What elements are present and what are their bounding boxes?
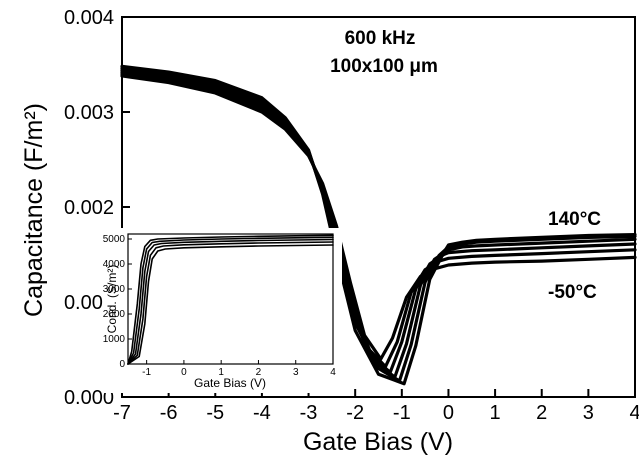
inset-x-tick-label-0: -1 [142, 367, 151, 378]
main-ticks-group: -7 -6 -5 -4 -3 -2 -1 0 1 2 3 4 0.000 0.001 0.002 0.003 0… [64, 7, 639, 424]
main-y-tick-label-1: 0.001 [64, 292, 114, 314]
main-x-tick-label-7: 0 [443, 402, 454, 424]
inset-x-axis-title: Gate Bias (V) [194, 376, 266, 390]
inset-y-tick-label-0: 0 [119, 359, 125, 370]
main-x-tick-label-10: 3 [583, 402, 594, 424]
main-y-tick-label-2: 0.002 [64, 197, 114, 219]
inset-ticks-group: -1 0 1 2 3 4 0 1000 2000 3000 4000 5000 [103, 234, 336, 378]
main-x-tick-label-11: 4 [629, 402, 639, 424]
inset-series-2 [127, 238, 334, 365]
main-y-tick-label-4: 0.004 [64, 7, 114, 29]
inset-y-tick-label-5: 5000 [103, 234, 126, 245]
x-axis-title: Gate Bias (V) [303, 428, 453, 456]
main-x-tick-label-8: 1 [490, 402, 501, 424]
main-x-tick-label-3: -4 [253, 402, 271, 424]
y-axis-title: Capacitance (F/m²) [20, 103, 48, 317]
frequency-annotation: 600 kHz [345, 28, 416, 49]
inset-series-3 [127, 236, 334, 365]
main-series-group [120, 64, 637, 386]
main-y-tick-label-3: 0.003 [64, 102, 114, 124]
inset-frame [127, 233, 334, 365]
main-series-0 [120, 74, 637, 361]
device-size-annotation: 100x100 μm [330, 56, 438, 77]
inset-x-tick-label-5: 4 [330, 367, 336, 378]
inset-y-tick-label-2: 2000 [103, 309, 126, 320]
main-x-tick-label-9: 2 [536, 402, 547, 424]
inset-x-tick-label-1: 0 [181, 367, 187, 378]
inset-x-tick-label-2: 1 [218, 367, 224, 378]
inset-y-axis-title: Cond. (S/m²) [105, 265, 119, 334]
inset-series-0 [127, 244, 334, 365]
main-x-tick-label-0: -7 [113, 402, 131, 424]
inset-series-group [127, 234, 334, 365]
inset-y-tick-label-1: 1000 [103, 334, 126, 345]
main-x-tick-label-2: -5 [206, 402, 224, 424]
inset-x-tick-label-4: 3 [293, 367, 299, 378]
inset-series-1 [127, 241, 334, 365]
main-y-tick-label-0: 0.000 [64, 387, 114, 409]
main-x-tick-label-4: -3 [300, 402, 318, 424]
main-x-tick-label-1: -6 [160, 402, 178, 424]
inset-series-4 [127, 234, 334, 365]
main-series-5 [120, 64, 637, 386]
low-temp-annotation: -50°C [548, 282, 597, 303]
main-x-tick-label-6: -1 [393, 402, 411, 424]
inset-y-tick-label-3: 3000 [103, 284, 126, 295]
high-temp-annotation: 140°C [548, 209, 601, 230]
inset-y-tick-label-4: 4000 [103, 259, 126, 270]
inset-x-tick-label-3: 2 [256, 367, 262, 378]
main-x-tick-label-5: -2 [346, 402, 364, 424]
